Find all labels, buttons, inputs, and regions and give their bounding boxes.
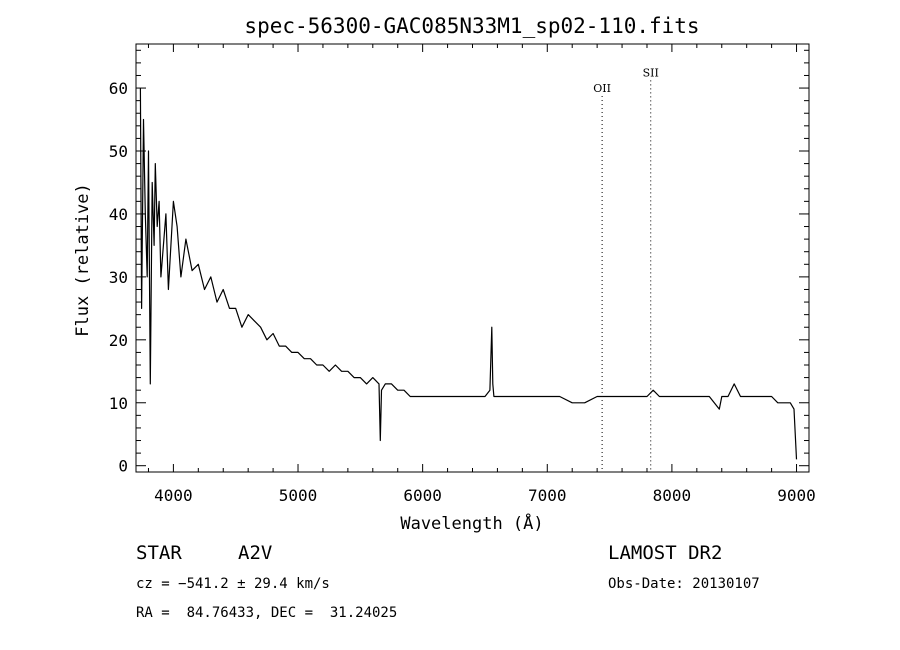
spectrum-line: [139, 88, 798, 460]
survey-name: LAMOST DR2: [608, 542, 723, 564]
y-tick-label: 50: [109, 142, 128, 161]
object-class: STAR: [136, 542, 182, 564]
x-tick-label: 6000: [403, 486, 442, 505]
line-label-oii: OII: [593, 82, 611, 95]
x-axis-label: Wavelength (Å): [400, 512, 543, 534]
y-axis-label: Flux (relative): [73, 183, 93, 337]
y-tick-label: 40: [109, 205, 128, 224]
y-tick-label: 0: [118, 457, 128, 476]
x-tick-label: 9000: [777, 486, 816, 505]
x-tick-label: 4000: [154, 486, 193, 505]
x-tick-label: 7000: [528, 486, 567, 505]
x-tick-label: 5000: [279, 486, 318, 505]
x-tick-label: 8000: [653, 486, 692, 505]
y-tick-label: 30: [109, 268, 128, 287]
object-subclass: A2V: [238, 542, 273, 564]
chart-title: spec-56300-GAC085N33M1_sp02-110.fits: [244, 14, 699, 38]
observation-date: Obs-Date: 20130107: [608, 576, 760, 592]
line-label-sii: SII: [643, 66, 659, 79]
y-tick-label: 10: [109, 394, 128, 413]
y-tick-label: 60: [109, 79, 128, 98]
redshift-velocity: cz = −541.2 ± 29.4 km/s: [136, 576, 330, 592]
plot-frame: [135, 43, 810, 473]
plot-area: 4000 5000 6000 7000 8000 9000 0 10 20 30 40 50 60 OII…: [109, 44, 816, 505]
ra-dec: RA = 84.76433, DEC = 31.24025: [136, 605, 398, 621]
y-tick-label: 20: [109, 331, 128, 350]
